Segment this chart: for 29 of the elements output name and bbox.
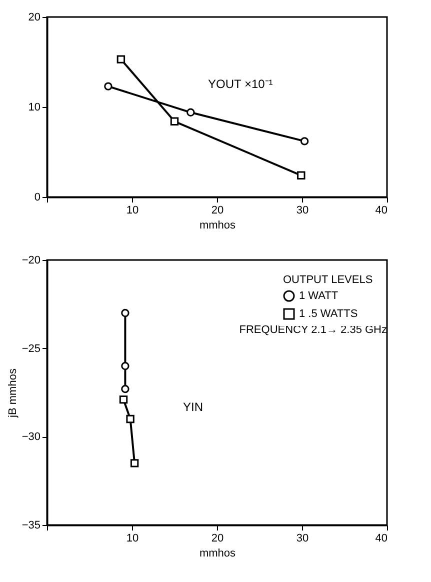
point: [121, 308, 130, 318]
x-tick-label: 20: [211, 532, 224, 544]
y-tick-label: 0: [34, 192, 40, 204]
annotation: YIN: [183, 400, 204, 414]
y-tick-label: −30: [22, 431, 40, 444]
x-axis-title: mmhos: [199, 220, 236, 232]
legend-label: 1 WATT: [299, 290, 338, 302]
x-tick-label: 40: [375, 532, 388, 544]
legend-title: OUTPUT LEVELS: [283, 274, 373, 286]
y-axis-title: jB mmhos: [6, 368, 19, 418]
y-tick-label: −35: [22, 520, 40, 532]
point: [121, 362, 130, 370]
annotation: YOUT ×10⁻¹: [208, 77, 273, 91]
y-tick-label: −20: [22, 254, 40, 266]
x-tick-label: 10: [126, 204, 139, 216]
y-tick-label: 10: [28, 102, 40, 114]
x-tick-label: 20: [211, 204, 224, 216]
point: [126, 414, 134, 424]
point: [121, 384, 130, 394]
point: [130, 459, 139, 468]
legend-label: 1 .5 WATTS: [299, 308, 358, 320]
x-tick-label: 30: [296, 204, 309, 216]
x-tick-label: 40: [375, 204, 388, 216]
y-tick-label: 20: [28, 12, 40, 24]
point: [119, 395, 128, 404]
y-tick-label: −25: [22, 342, 40, 355]
x-tick-label: 10: [126, 532, 139, 544]
x-axis-title: mmhos: [199, 548, 236, 560]
x-tick-label: 30: [296, 532, 309, 544]
